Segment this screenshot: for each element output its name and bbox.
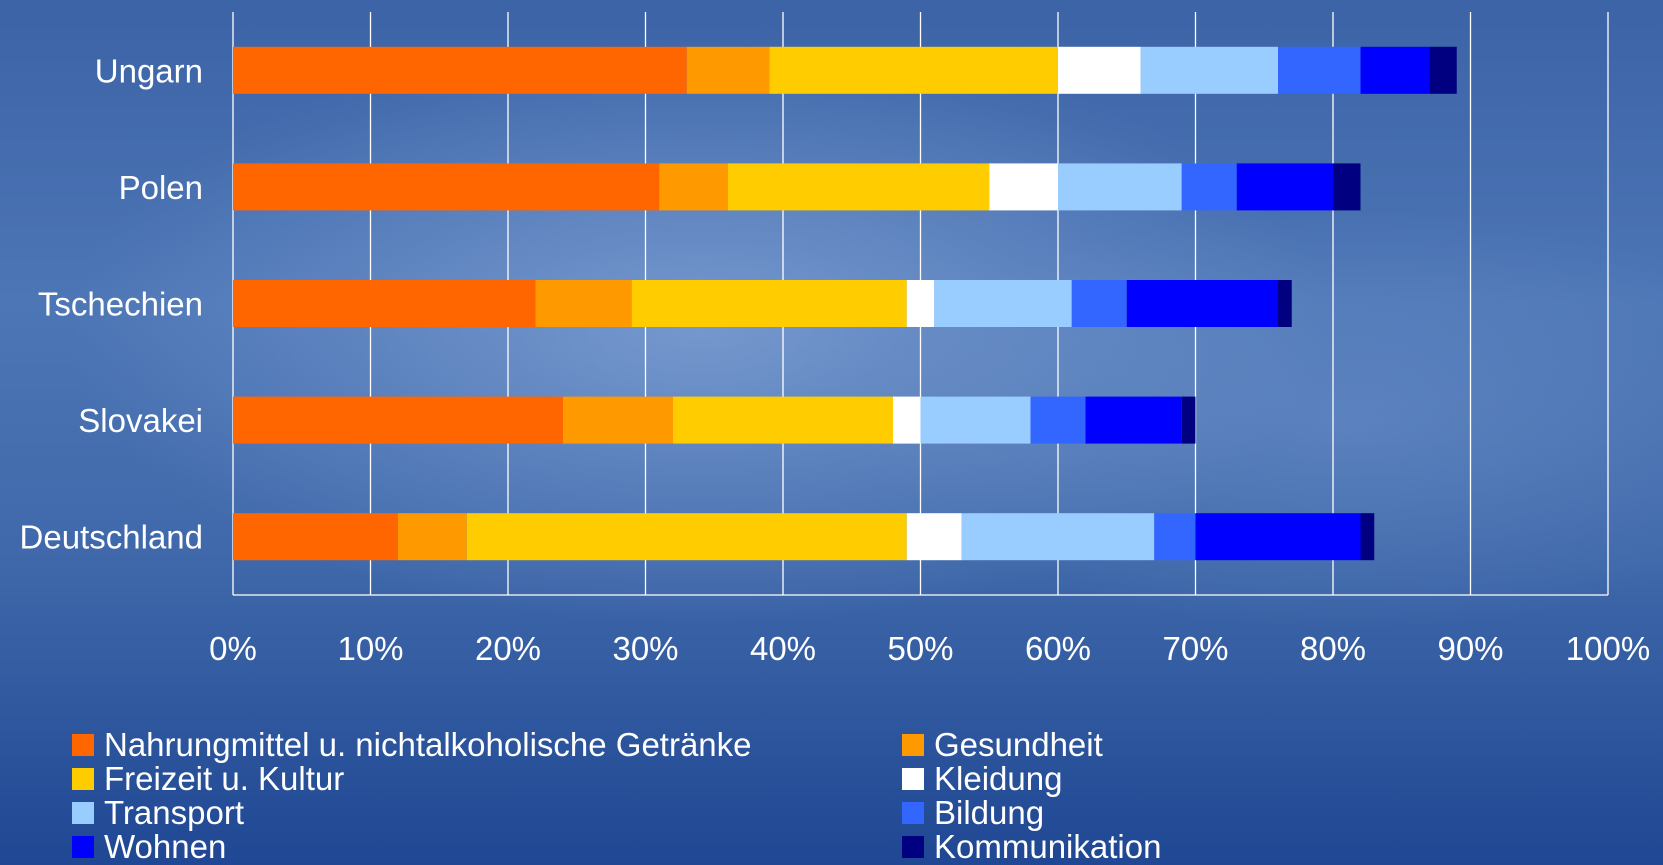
x-tick-label: 90% <box>1437 630 1503 667</box>
category-label: Slovakei <box>78 402 203 439</box>
bar-segment <box>233 163 660 211</box>
x-tick-label: 30% <box>612 630 678 667</box>
x-tick-label: 60% <box>1025 630 1091 667</box>
x-tick-label: 80% <box>1300 630 1366 667</box>
legend-item: Gesundheit <box>902 728 1272 762</box>
legend-label: Gesundheit <box>934 726 1103 763</box>
bar-segment <box>906 280 935 327</box>
legend-swatch <box>902 734 924 756</box>
bar-segment <box>1429 46 1457 94</box>
bar-segment <box>1181 396 1196 444</box>
bar-segment <box>233 396 563 444</box>
bar-segment <box>1085 396 1182 444</box>
bars <box>233 46 1457 561</box>
bar-segment <box>1195 513 1361 561</box>
bar-segment <box>893 396 921 444</box>
bar-segment <box>1030 396 1086 444</box>
bar-segment <box>934 280 1072 327</box>
legend-label: Freizeit u. Kultur <box>104 760 345 797</box>
bar-segment <box>989 163 1058 211</box>
bar-segment <box>1154 513 1196 561</box>
legend-label: Kleidung <box>934 760 1063 797</box>
legend-swatch <box>72 802 94 824</box>
bar-segment <box>1360 513 1375 561</box>
legend-label: Bildung <box>934 794 1045 831</box>
bar-segment <box>631 280 907 327</box>
bar-segment <box>906 513 962 561</box>
bar-segment <box>1333 163 1361 211</box>
x-tick-label: 70% <box>1162 630 1228 667</box>
bar-segment <box>1278 46 1361 94</box>
x-tick-label: 40% <box>750 630 816 667</box>
bar-segment <box>1058 163 1182 211</box>
x-tick-label: 50% <box>887 630 953 667</box>
bar-segment <box>920 396 1031 444</box>
bar-segment <box>1126 280 1278 327</box>
legend-label: Kommunikation <box>934 828 1162 865</box>
legend-swatch <box>902 768 924 790</box>
legend-item: Kommunikation <box>902 830 1272 864</box>
axis-labels: 0% 10% 20% 30% 40% 50% 60% 70% 80% 90% 100% Ungarn P… <box>20 52 1651 667</box>
bar-segment <box>659 163 728 211</box>
x-tick-label: 10% <box>337 630 403 667</box>
bar-segment <box>535 280 632 327</box>
bar-segment <box>1236 163 1333 211</box>
legend-label: Nahrungmittel u. nichtalkoholische Geträ… <box>104 726 752 763</box>
legend-item: Nahrungmittel u. nichtalkoholische Geträ… <box>72 728 902 762</box>
category-label: Deutschland <box>20 519 203 556</box>
bar-segment <box>1278 280 1292 327</box>
bar-segment <box>1140 46 1278 94</box>
bar-segment <box>398 513 467 561</box>
legend-item: Transport <box>72 796 902 830</box>
bar-segment <box>769 46 1058 94</box>
legend-item: Bildung <box>902 796 1272 830</box>
legend-swatch <box>72 768 94 790</box>
bar-segment <box>1071 280 1127 327</box>
bar-segment <box>1360 46 1430 94</box>
legend-swatch <box>72 836 94 858</box>
bar-segment <box>961 513 1155 561</box>
legend-item: Kleidung <box>902 762 1272 796</box>
legend-swatch <box>902 836 924 858</box>
bar-segment <box>563 396 673 444</box>
bar-segment <box>233 513 398 561</box>
category-label: Tschechien <box>38 286 203 323</box>
x-tick-label: 0% <box>209 630 257 667</box>
bar-segment <box>233 280 536 327</box>
x-tick-label: 20% <box>475 630 541 667</box>
legend: Nahrungmittel u. nichtalkoholische Geträ… <box>72 728 1272 864</box>
bar-segment <box>686 46 770 94</box>
bar-segment <box>466 513 907 561</box>
legend-swatch <box>902 802 924 824</box>
legend-item: Wohnen <box>72 830 902 864</box>
bar-segment <box>1181 163 1237 211</box>
x-tick-label: 100% <box>1566 630 1650 667</box>
bar-segment <box>1058 46 1141 94</box>
bar-segment <box>233 46 687 94</box>
legend-item: Freizeit u. Kultur <box>72 762 902 796</box>
legend-label: Wohnen <box>104 828 227 865</box>
bar-segment <box>728 163 990 211</box>
bar-segment <box>673 396 893 444</box>
legend-swatch <box>72 734 94 756</box>
category-label: Ungarn <box>95 52 203 89</box>
legend-label: Transport <box>104 794 244 831</box>
category-label: Polen <box>119 169 203 206</box>
